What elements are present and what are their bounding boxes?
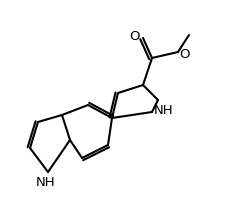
- Text: NH: NH: [154, 104, 174, 116]
- Text: NH: NH: [36, 176, 56, 189]
- Text: O: O: [179, 48, 189, 61]
- Text: O: O: [130, 30, 140, 43]
